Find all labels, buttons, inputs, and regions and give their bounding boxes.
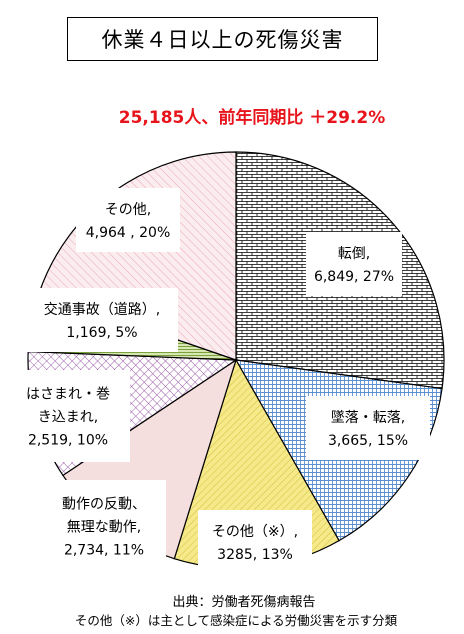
slice-category-label-3: その他（※）, (212, 524, 298, 540)
source-note: 出典：労働者死傷病報告 (172, 595, 316, 610)
chart-title-box: 休業４日以上の死傷災害 (67, 17, 378, 61)
slice-category-label-1: 転倒, (338, 246, 370, 262)
slice-category-label-7: その他, (105, 202, 151, 218)
slice-value-label-1: 6,849, 27% (314, 269, 394, 285)
slice-category-label-4: 動作の反動、 (62, 497, 146, 513)
slice-category-label-5: はさまれ・巻 (26, 387, 110, 403)
slice-label-box-7 (76, 188, 180, 252)
slice-value-label-4: 2,734, 11% (64, 543, 144, 559)
slice-label-box-5 (6, 370, 130, 462)
slice-category-label-5: き込まれ, (38, 410, 98, 426)
slice-value-label-5: 2,519, 10% (28, 433, 108, 449)
slice-category-label-4: 無理な動作, (67, 520, 141, 536)
slice-label-box-3 (198, 510, 312, 574)
slice-category-label-2: 墜落・転落, (331, 410, 405, 426)
chart-title: 休業４日以上の死傷災害 (101, 28, 344, 52)
slice-label-box-4 (42, 480, 166, 572)
slice-value-label-2: 3,665, 15% (328, 433, 408, 449)
slice-label-box-2 (306, 396, 430, 460)
chart-subtitle: 25,185人、前年同期比 ＋29.2% (118, 108, 386, 128)
footnote: その他（※）は主として感染症による労働災害を示す分類 (74, 613, 398, 628)
slice-value-label-3: 3285, 13% (217, 547, 293, 563)
slice-value-label-6: 1,169, 5% (66, 325, 137, 341)
slice-label-box-6 (26, 288, 178, 352)
slice-label-box-1 (306, 232, 402, 296)
slice-value-label-7: 4,964 , 20% (86, 225, 171, 241)
slice-category-label-6: 交通事故（道路）, (44, 301, 160, 318)
